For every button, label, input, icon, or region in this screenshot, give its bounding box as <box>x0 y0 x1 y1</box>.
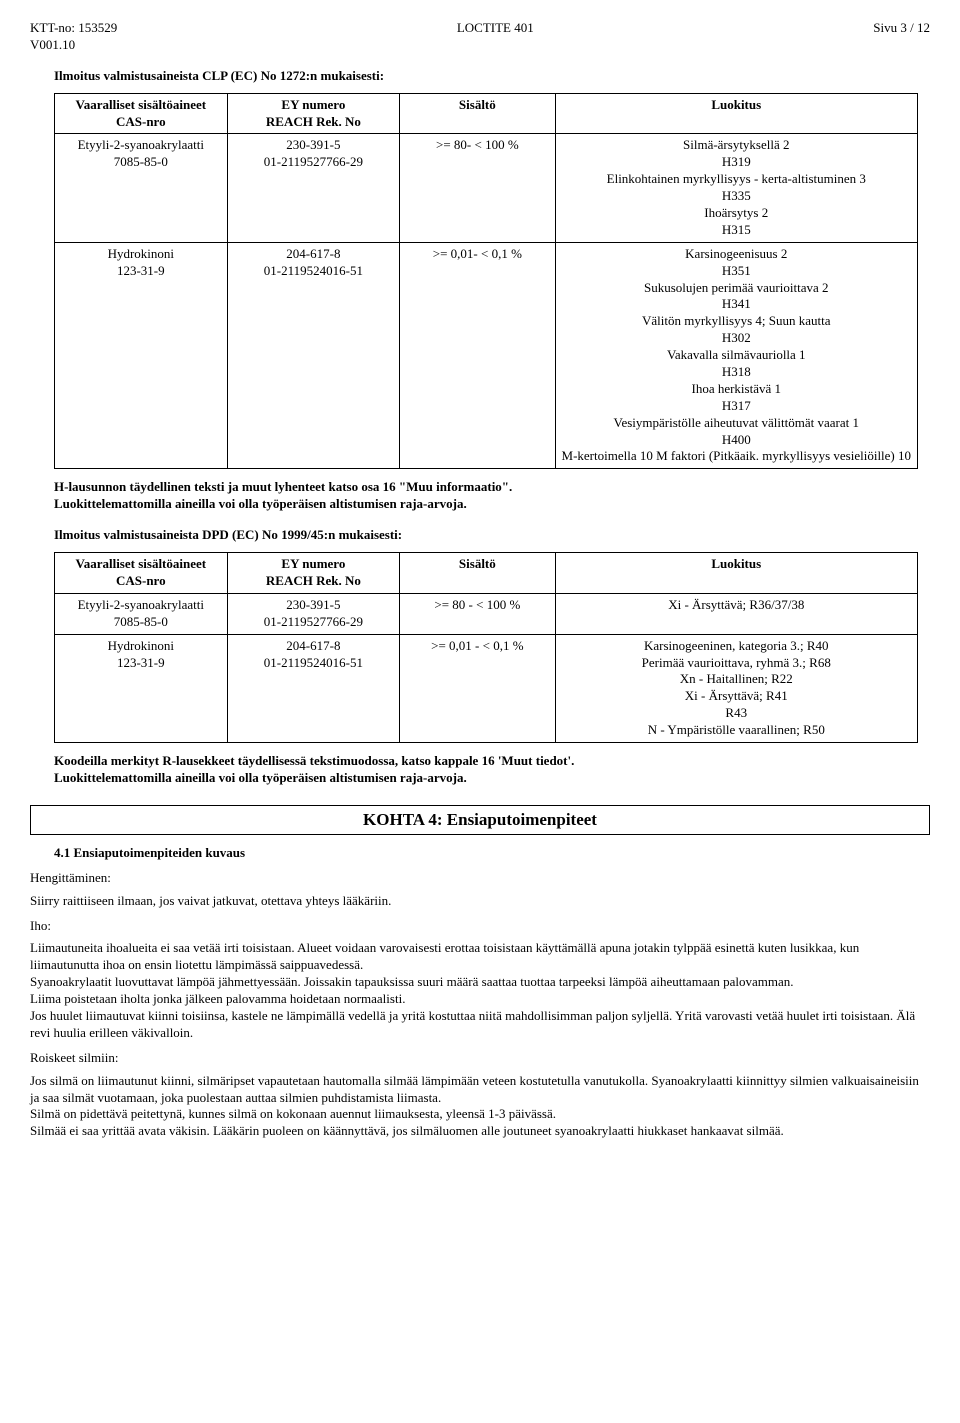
th-ey-l1: EY numero <box>281 97 345 112</box>
ing-cas: 123-31-9 <box>117 655 165 670</box>
th-ing-l2: CAS-nro <box>116 573 166 588</box>
cell-sisalto: >= 80- < 100 % <box>400 134 555 242</box>
hengitt-text: Siirry raittiiseen ilmaan, jos vaivat ja… <box>30 893 930 910</box>
clp-table: Vaaralliset sisältöaineet CAS-nro EY nume… <box>54 93 918 470</box>
version: V001.10 <box>30 37 75 52</box>
ey-num: 204-617-8 <box>286 246 340 261</box>
dpd-table: Vaaralliset sisältöaineet CAS-nro EY nume… <box>54 552 918 743</box>
table-row: Etyyli-2-syanoakrylaatti 7085-85-0 230-39… <box>55 593 918 634</box>
page-header: KTT-no: 153529 V001.10 LOCTITE 401 Sivu 3… <box>30 20 930 54</box>
reach-num: 01-2119524016-51 <box>264 263 363 278</box>
cell-name: Etyyli-2-syanoakrylaatti 7085-85-0 <box>55 134 228 242</box>
clp-section-title: Ilmoitus valmistusaineista CLP (EC) No 1… <box>54 68 930 85</box>
roiskeet-label: Roiskeet silmiin: <box>30 1050 930 1067</box>
cell-luokitus: Karsinogeeninen, kategoria 3.; R40 Perim… <box>555 634 917 742</box>
ey-num: 230-391-5 <box>286 597 340 612</box>
th-sisalto: Sisältö <box>400 553 555 594</box>
ing-cas: 7085-85-0 <box>114 154 168 169</box>
cell-name: Hydrokinoni 123-31-9 <box>55 242 228 469</box>
th-luokitus: Luokitus <box>555 553 917 594</box>
ktt-no: KTT-no: 153529 <box>30 20 117 35</box>
iho-text: Liimautuneita ihoalueita ei saa vetää ir… <box>30 940 930 1041</box>
h-statement-note: H-lausunnon täydellinen teksti ja muut l… <box>54 479 930 513</box>
table-header-row: Vaaralliset sisältöaineet CAS-nro EY nume… <box>55 553 918 594</box>
th-ing-l1: Vaaralliset sisältöaineet <box>76 97 207 112</box>
cell-luokitus: Karsinogeenisuus 2 H351 Sukusolujen peri… <box>555 242 917 469</box>
reach-num: 01-2119527766-29 <box>264 154 363 169</box>
ey-num: 230-391-5 <box>286 137 340 152</box>
cell-sisalto: >= 0,01- < 0,1 % <box>400 242 555 469</box>
th-ey-l2: REACH Rek. No <box>266 114 361 129</box>
header-left: KTT-no: 153529 V001.10 <box>30 20 117 54</box>
cell-name: Etyyli-2-syanoakrylaatti 7085-85-0 <box>55 593 228 634</box>
ey-num: 204-617-8 <box>286 638 340 653</box>
th-ey: EY numero REACH Rek. No <box>227 93 400 134</box>
dpd-section-title: Ilmoitus valmistusaineista DPD (EC) No 1… <box>54 527 930 544</box>
cell-ey: 204-617-8 01-2119524016-51 <box>227 242 400 469</box>
th-ey-l1: EY numero <box>281 556 345 571</box>
r-statement-note: Koodeilla merkityt R-lausekkeet täydelli… <box>54 753 930 787</box>
th-ingredients: Vaaralliset sisältöaineet CAS-nro <box>55 553 228 594</box>
kohta4-title: KOHTA 4: Ensiaputoimenpiteet <box>30 805 930 835</box>
table-row: Etyyli-2-syanoakrylaatti 7085-85-0 230-39… <box>55 134 918 242</box>
th-ey-l2: REACH Rek. No <box>266 573 361 588</box>
cell-sisalto: >= 80 - < 100 % <box>400 593 555 634</box>
header-center: LOCTITE 401 <box>457 20 534 54</box>
cell-name: Hydrokinoni 123-31-9 <box>55 634 228 742</box>
th-ingredients: Vaaralliset sisältöaineet CAS-nro <box>55 93 228 134</box>
cell-ey: 204-617-8 01-2119524016-51 <box>227 634 400 742</box>
hengitt-label: Hengittäminen: <box>30 870 930 887</box>
th-ing-l1: Vaaralliset sisältöaineet <box>76 556 207 571</box>
ing-cas: 123-31-9 <box>117 263 165 278</box>
roiskeet-text: Jos silmä on liimautunut kiinni, silmäri… <box>30 1073 930 1141</box>
ing-name: Hydrokinoni <box>108 246 174 261</box>
th-ey: EY numero REACH Rek. No <box>227 553 400 594</box>
ing-name: Hydrokinoni <box>108 638 174 653</box>
ing-cas: 7085-85-0 <box>114 614 168 629</box>
th-ing-l2: CAS-nro <box>116 114 166 129</box>
reach-num: 01-2119527766-29 <box>264 614 363 629</box>
ing-name: Etyyli-2-syanoakrylaatti <box>78 137 204 152</box>
cell-sisalto: >= 0,01 - < 0,1 % <box>400 634 555 742</box>
header-right: Sivu 3 / 12 <box>873 20 930 54</box>
cell-luokitus: Silmä-ärsytyksellä 2 H319 Elinkohtainen … <box>555 134 917 242</box>
cell-ey: 230-391-5 01-2119527766-29 <box>227 593 400 634</box>
cell-luokitus: Xi - Ärsyttävä; R36/37/38 <box>555 593 917 634</box>
ing-name: Etyyli-2-syanoakrylaatti <box>78 597 204 612</box>
table-header-row: Vaaralliset sisältöaineet CAS-nro EY nume… <box>55 93 918 134</box>
table-row: Hydrokinoni 123-31-9 204-617-8 01-21195240… <box>55 242 918 469</box>
iho-label: Iho: <box>30 918 930 935</box>
table-row: Hydrokinoni 123-31-9 204-617-8 01-21195240… <box>55 634 918 742</box>
cell-ey: 230-391-5 01-2119527766-29 <box>227 134 400 242</box>
reach-num: 01-2119524016-51 <box>264 655 363 670</box>
th-sisalto: Sisältö <box>400 93 555 134</box>
kohta4-subtitle: 4.1 Ensiaputoimenpiteiden kuvaus <box>54 845 930 862</box>
th-luokitus: Luokitus <box>555 93 917 134</box>
